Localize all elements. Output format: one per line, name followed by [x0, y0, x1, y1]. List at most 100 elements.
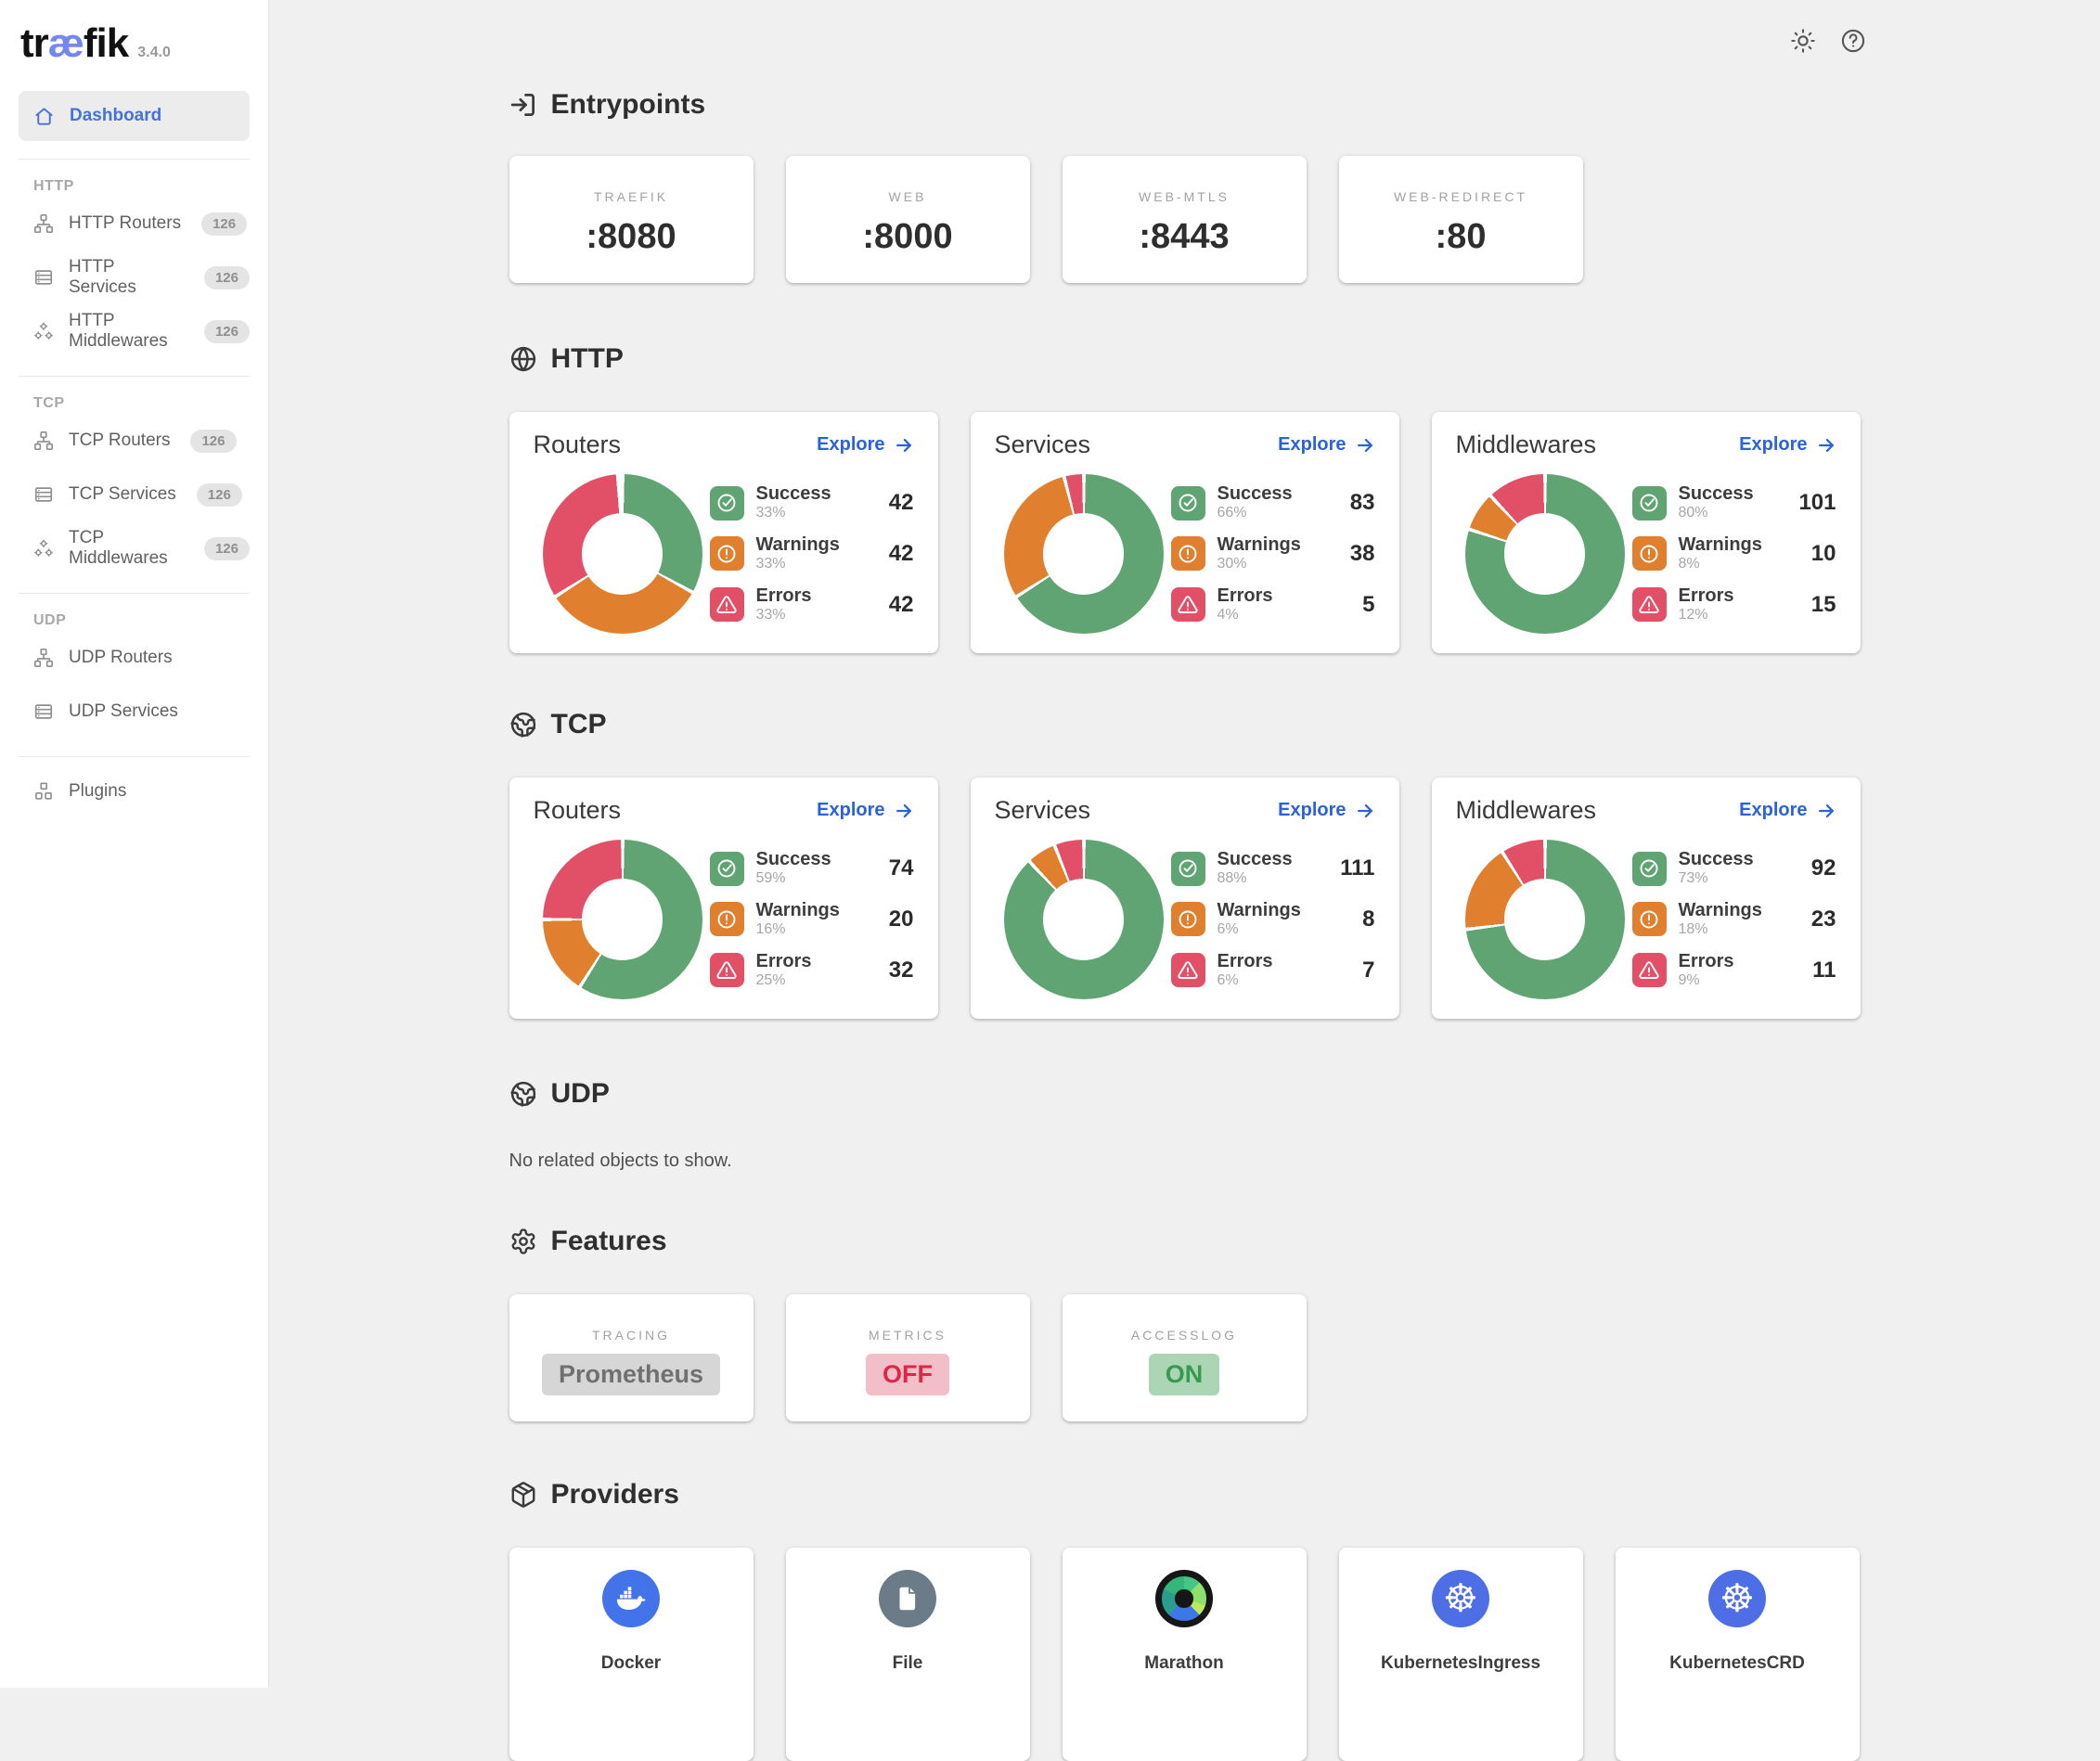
warning-icon: [1631, 536, 1667, 572]
explore-link[interactable]: Explore: [1278, 800, 1374, 821]
legend-value: 42: [888, 591, 914, 617]
chart-legend: Success 80% 101 Warnings 8% 10 Errors 12%: [1631, 484, 1836, 623]
donut-chart: [542, 840, 702, 999]
explore-link[interactable]: Explore: [1739, 800, 1836, 821]
legend-row-errors: Errors 33% 42: [709, 585, 914, 623]
success-icon: [1631, 485, 1667, 521]
donut-chart: [1464, 474, 1625, 634]
entrypoint-name: WEB: [888, 189, 927, 204]
legend-value: 111: [1340, 855, 1375, 881]
middlewares-icon: [33, 321, 54, 341]
legend-value: 5: [1362, 591, 1375, 617]
arrow-right-icon: [1355, 435, 1375, 456]
legend-row-success: Success 80% 101: [1631, 484, 1836, 521]
sidebar-item-udp-services[interactable]: UDP Services: [19, 685, 250, 739]
warning-icon: [1170, 902, 1205, 937]
legend-value: 23: [1810, 906, 1836, 932]
docker-whale-icon: [602, 1570, 660, 1627]
legend-row-warnings: Warnings 6% 8: [1170, 901, 1375, 938]
services-icon: [33, 484, 54, 505]
donut-chart: [1003, 474, 1164, 634]
success-icon: [709, 485, 744, 521]
count-badge: 126: [203, 536, 250, 560]
file-icon: [879, 1570, 936, 1627]
entrypoint-card-web: WEB :8000: [785, 156, 1030, 283]
warning-icon: [1631, 902, 1667, 937]
legend-value: 101: [1798, 490, 1836, 516]
legend-row-errors: Errors 12% 15: [1631, 585, 1836, 623]
sidebar-item-http-services[interactable]: HTTP Services 126: [19, 251, 250, 304]
package-icon: [509, 1481, 537, 1509]
feature-name: ACCESSLOG: [1130, 1328, 1238, 1343]
sidebar-section-http: HTTP: [33, 178, 74, 194]
legend-row-warnings: Warnings 30% 38: [1170, 535, 1375, 572]
providers-row: Docker File Marathon ☸ KubernetesIng: [509, 1548, 1861, 1761]
error-icon: [1631, 587, 1667, 623]
entrypoint-card-traefik: TRAEFIK :8080: [509, 156, 754, 283]
explore-link[interactable]: Explore: [1278, 434, 1374, 456]
donut-chart: [1464, 840, 1625, 999]
sidebar-item-udp-routers[interactable]: UDP Routers: [19, 631, 250, 685]
count-badge: 126: [203, 265, 250, 289]
legend-row-errors: Errors 25% 32: [709, 951, 914, 989]
legend-row-errors: Errors 6% 7: [1170, 951, 1375, 989]
feature-status-chip: OFF: [866, 1354, 949, 1395]
provider-card-marathon: Marathon: [1062, 1548, 1307, 1761]
entrypoint-card-web-redirect: WEB-REDIRECT :80: [1338, 156, 1583, 283]
arrow-right-icon: [894, 801, 914, 821]
tcp-services-card: Services Explore Success 88% 111: [970, 778, 1399, 1019]
legend-row-success: Success 59% 74: [709, 850, 914, 887]
entrypoint-card-web-mtls: WEB-MTLS :8443: [1062, 156, 1307, 283]
success-icon: [1170, 851, 1205, 886]
theme-toggle-sun-icon[interactable]: [1790, 28, 1816, 54]
marathon-icon: [1155, 1570, 1213, 1627]
sidebar-divider: [19, 593, 250, 594]
explore-link[interactable]: Explore: [817, 800, 913, 821]
legend-value: 92: [1810, 855, 1836, 881]
feature-status-chip: ON: [1148, 1354, 1220, 1395]
chart-legend: Success 59% 74 Warnings 16% 20 Errors 25%: [709, 850, 914, 989]
tcp-cards-row: Routers Explore Success 59% 74: [509, 778, 1861, 1019]
explore-link[interactable]: Explore: [1739, 434, 1836, 456]
legend-value: 7: [1362, 957, 1375, 983]
sidebar-item-http-routers[interactable]: HTTP Routers 126: [19, 197, 250, 251]
sidebar-divider: [19, 159, 250, 160]
http-heading: HTTP: [509, 343, 1861, 375]
count-badge: 126: [190, 429, 237, 453]
sidebar-divider: [19, 756, 250, 757]
sidebar-item-dashboard[interactable]: Dashboard: [19, 91, 250, 141]
sidebar-item-tcp-services[interactable]: TCP Services 126: [19, 468, 250, 521]
entrypoints-heading: Entrypoints: [509, 89, 1861, 121]
success-icon: [1631, 851, 1667, 886]
provider-label: Docker: [600, 1653, 662, 1673]
warning-icon: [709, 536, 744, 572]
chart-legend: Success 66% 83 Warnings 30% 38 Errors 4%: [1170, 484, 1375, 623]
legend-value: 74: [888, 855, 914, 881]
provider-card-docker: Docker: [509, 1548, 754, 1761]
sidebar: træfik 3.4.0 Dashboard HTTP HTTP Routers…: [0, 0, 269, 1688]
toolbar: [1790, 28, 1866, 54]
sidebar-section-udp: UDP: [33, 612, 67, 628]
provider-card-kubernetescrd: ☸ KubernetesCRD: [1615, 1548, 1860, 1761]
card-title: Services: [994, 796, 1091, 824]
success-icon: [1170, 485, 1205, 521]
arrow-right-icon: [1816, 435, 1836, 456]
entrypoints-row: TRAEFIK :8080 WEB :8000 WEB-MTLS :8443 W…: [509, 156, 1861, 283]
tcp-routers-card: Routers Explore Success 59% 74: [509, 778, 938, 1019]
legend-row-warnings: Warnings 33% 42: [709, 535, 914, 572]
http-cards-row: Routers Explore Success 33% 42: [509, 412, 1861, 653]
warning-icon: [709, 902, 744, 937]
sidebar-item-plugins[interactable]: Plugins: [19, 765, 250, 818]
udp-empty-message: No related objects to show.: [509, 1150, 732, 1171]
explore-link[interactable]: Explore: [817, 434, 913, 456]
chart-legend: Success 73% 92 Warnings 18% 23 Errors 9%: [1631, 850, 1836, 988]
services-icon: [33, 267, 54, 288]
sidebar-item-http-middlewares[interactable]: HTTP Middlewares 126: [19, 304, 250, 358]
help-icon[interactable]: [1840, 28, 1866, 54]
entrypoint-port: :8080: [586, 217, 676, 256]
sidebar-item-tcp-routers[interactable]: TCP Routers 126: [19, 414, 250, 468]
error-icon: [1170, 587, 1205, 623]
card-title: Middlewares: [1455, 796, 1597, 824]
sidebar-item-tcp-middlewares[interactable]: TCP Middlewares 126: [19, 521, 250, 575]
router-icon: [33, 213, 54, 234]
